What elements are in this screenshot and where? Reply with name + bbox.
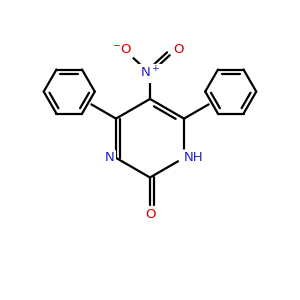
Text: O: O	[173, 44, 184, 56]
Text: N: N	[104, 152, 114, 164]
Text: O: O	[145, 208, 155, 221]
Text: $^{-}$O: $^{-}$O	[112, 44, 131, 56]
Text: N$^+$: N$^+$	[140, 66, 160, 81]
Text: NH: NH	[184, 152, 204, 164]
